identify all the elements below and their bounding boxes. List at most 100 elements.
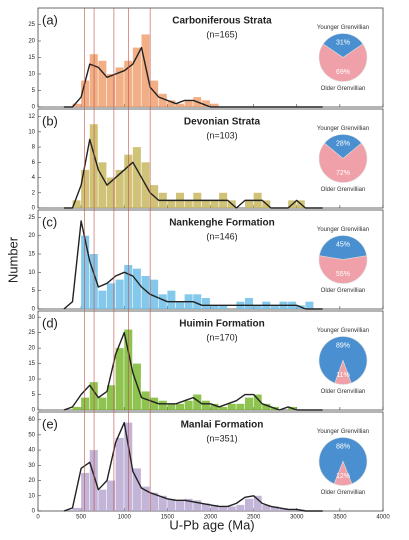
histogram-bar — [184, 100, 193, 107]
y-tick-label: 5 — [32, 88, 36, 94]
histogram-bar — [98, 489, 107, 511]
y-tick-label: 5 — [32, 392, 36, 398]
pie-category-label: Older Grenvillian — [321, 490, 366, 496]
y-tick-label: 25 — [28, 215, 35, 221]
pie-slice — [318, 235, 368, 260]
histogram-bar — [158, 495, 167, 511]
y-tick-label: 10 — [28, 270, 35, 276]
density-curve — [63, 46, 323, 108]
y-tick-label: 30 — [28, 315, 35, 321]
histogram-bar — [219, 406, 228, 410]
panel-title: Manlai Formation — [181, 420, 264, 431]
histogram-bar — [201, 100, 210, 107]
y-tick-label: 60 — [28, 417, 35, 423]
histogram-bar — [150, 80, 159, 107]
histogram-bar — [115, 169, 124, 208]
pie-value-label: 72% — [336, 170, 350, 177]
histogram-bar — [210, 103, 219, 107]
y-tick-label: 10 — [28, 72, 35, 78]
y-tick-label: 8 — [32, 145, 36, 151]
histogram-bar — [270, 506, 279, 511]
histogram-bar — [176, 301, 185, 309]
pie-value-label: 89% — [336, 342, 350, 349]
panel-title: Nankenghe Formation — [169, 218, 275, 229]
density-curve — [63, 220, 323, 310]
histogram-bar — [176, 103, 185, 107]
histogram-bar — [107, 74, 116, 107]
histogram-bar — [72, 507, 81, 511]
y-tick-label: 50 — [28, 432, 35, 438]
pie-value-label: 88% — [336, 443, 350, 450]
y-tick-label: 20 — [28, 233, 35, 239]
y-tick-label: 0 — [32, 509, 36, 515]
histogram-bar — [219, 305, 228, 309]
pie-category-label: Younger Grenvillian — [317, 328, 369, 334]
pie-value-label: 11% — [336, 372, 350, 379]
histogram-bar — [201, 400, 210, 410]
x-tick-label: 500 — [76, 515, 87, 521]
y-tick-label: 10 — [28, 129, 35, 135]
y-tick-label: 30 — [28, 463, 35, 469]
y-tick-label: 20 — [28, 39, 35, 45]
histogram-bar — [193, 500, 202, 511]
pie-category-label: Younger Grenvillian — [317, 126, 369, 132]
panel-title: Huimin Formation — [179, 319, 265, 330]
histogram-bar — [210, 200, 219, 208]
histogram-bar — [288, 509, 297, 511]
panel-subtitle: (n=103) — [206, 130, 237, 140]
histogram-bar — [115, 348, 124, 410]
panel-subtitle: (n=170) — [206, 332, 237, 342]
histogram-bar — [115, 279, 124, 309]
histogram-bar — [141, 391, 150, 410]
y-tick-label: 5 — [32, 288, 36, 294]
pie-category-label: Older Grenvillian — [321, 86, 366, 92]
pie-slice — [318, 142, 368, 183]
y-tick-label: 0 — [32, 307, 36, 313]
y-tick-label: 10 — [28, 493, 35, 499]
y-tick-label: 0 — [32, 206, 36, 212]
histogram-bar — [107, 385, 116, 410]
histogram-bar — [115, 437, 124, 511]
y-tick-label: 25 — [28, 330, 35, 336]
histogram-bar — [245, 397, 254, 410]
x-tick-label: 3500 — [333, 515, 347, 521]
pie-value-label: 12% — [336, 473, 350, 480]
x-tick-label: 1500 — [161, 515, 175, 521]
histogram-bar — [184, 498, 193, 511]
histogram-bar — [245, 498, 254, 511]
histogram-bar — [72, 406, 81, 410]
x-tick-label: 2000 — [204, 515, 218, 521]
histogram-bar — [72, 103, 81, 107]
pie-value-label: 69% — [336, 69, 350, 76]
x-tick-label: 0 — [36, 515, 40, 521]
panel-title: Carboniferous Strata — [172, 16, 272, 27]
histogram-bar — [132, 468, 141, 511]
pie-value-label: 55% — [336, 271, 350, 278]
histogram-bar — [107, 283, 116, 309]
histogram-bar — [115, 67, 124, 107]
histogram-bar — [81, 80, 90, 107]
histogram-bar — [193, 294, 202, 309]
y-tick-label: 15 — [28, 55, 35, 61]
histogram-bar — [184, 200, 193, 208]
pie-value-label: 31% — [336, 39, 350, 46]
histogram-bar — [201, 503, 210, 511]
pie-category-label: Younger Grenvillian — [317, 429, 369, 435]
histogram-bar — [210, 504, 219, 511]
histogram-bar — [236, 403, 245, 410]
histogram-bar — [81, 397, 90, 410]
histogram-bar — [167, 290, 176, 309]
histogram-bar — [262, 504, 271, 511]
histogram-bar — [305, 301, 314, 309]
panel-label: (b) — [42, 113, 58, 128]
y-tick-label: 0 — [32, 105, 36, 111]
histogram-bar — [81, 472, 90, 511]
panel-label: (d) — [42, 315, 58, 330]
y-tick-label: 12 — [28, 114, 35, 120]
y-tick-label: 2 — [32, 190, 36, 196]
panel-subtitle: (n=146) — [206, 231, 237, 241]
y-tick-label: 40 — [28, 448, 35, 454]
histogram-bar — [253, 305, 262, 309]
y-tick-label: 25 — [28, 22, 35, 28]
histogram-bar — [193, 394, 202, 410]
